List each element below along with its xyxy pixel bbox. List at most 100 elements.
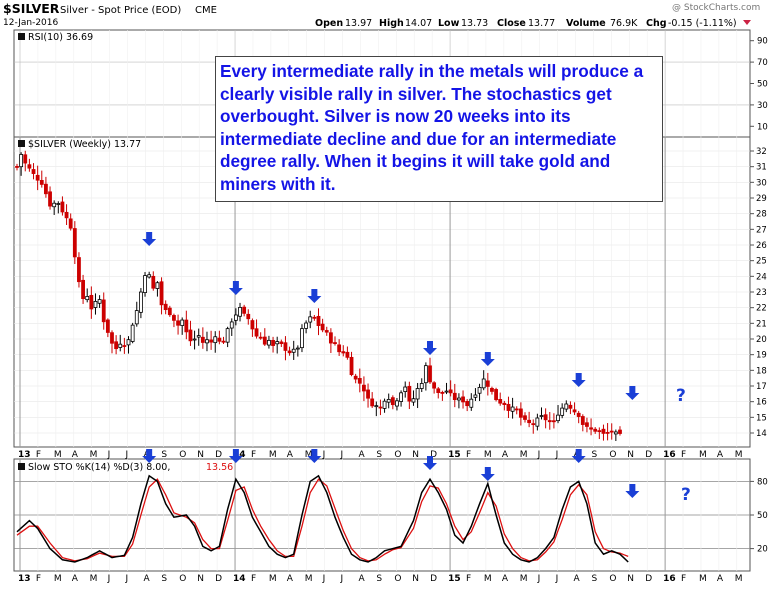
candle-body: [341, 351, 346, 354]
candle-body: [167, 307, 172, 316]
stochastic-k-line: [16, 474, 629, 563]
candle-body: [382, 400, 387, 409]
low-label: Low: [438, 18, 460, 29]
price-x-label: N: [627, 450, 634, 460]
candle-body: [192, 338, 197, 341]
sto-x-label: D: [430, 574, 437, 584]
candle-body: [432, 382, 437, 389]
price-tick-label: 28: [756, 210, 767, 220]
candle-body: [490, 387, 494, 392]
price-x-label: O: [179, 450, 186, 460]
price-tick-label: 23: [756, 288, 767, 298]
sto-x-label: J: [555, 574, 559, 584]
candle-body: [283, 342, 288, 351]
down-arrow-icon: [142, 449, 157, 463]
candle-body: [258, 336, 263, 339]
candle-body: [498, 399, 503, 404]
candle-body: [229, 321, 234, 329]
price-x-label: D: [645, 450, 652, 460]
candle-body: [85, 296, 90, 301]
candle-body: [419, 383, 424, 389]
price-x-label: A: [717, 450, 724, 460]
sto-x-label: F: [466, 574, 471, 584]
sto-x-label: D: [215, 574, 222, 584]
down-arrow-icon: [480, 352, 495, 366]
sto-x-label: N: [197, 574, 204, 584]
candle-body: [105, 319, 110, 333]
candle-body: [510, 406, 515, 412]
symbol-title: $SILVER: [3, 1, 60, 16]
candle-body: [209, 339, 214, 343]
down-arrow-icon: [423, 341, 437, 355]
candle-body: [246, 313, 251, 320]
price-tick-label: 18: [756, 366, 767, 376]
candle-body: [618, 429, 622, 434]
price-x-label: J: [107, 450, 111, 460]
stochastic-lines: [16, 474, 629, 563]
candle-body: [68, 218, 73, 229]
exchange-label: CME: [195, 5, 217, 16]
candle-body: [494, 389, 498, 401]
candle-body: [300, 328, 304, 349]
sto-x-label: J: [537, 574, 541, 584]
candle-body: [134, 310, 139, 325]
price-x-label: M: [699, 450, 707, 460]
price-x-label: J: [322, 450, 326, 460]
sto-tick-label: 50: [757, 511, 768, 521]
annotation-text: Every intermediate rally in the metals w…: [220, 61, 644, 194]
candle-body: [287, 350, 292, 354]
candle-body: [572, 409, 577, 413]
sto-x-label: J: [125, 574, 129, 584]
candle-body: [238, 307, 242, 317]
candle-body: [481, 378, 486, 389]
down-arrow-icon: [625, 484, 640, 498]
price-x-label: 16: [663, 450, 676, 460]
candle-body: [428, 365, 432, 383]
price-tick-label: 21: [756, 319, 767, 329]
candle-body: [399, 392, 403, 402]
volume-label: Volume: [566, 18, 606, 29]
candle-body: [539, 415, 544, 417]
candle-body: [48, 191, 52, 207]
price-tick-label: 30: [756, 178, 767, 188]
sto-x-label: M: [735, 574, 743, 584]
rsi-axis: 90 70 50 30 10: [750, 37, 768, 132]
candle-body: [233, 314, 238, 321]
candle-body: [333, 342, 337, 344]
candle-body: [473, 394, 478, 398]
sto-x-label: F: [681, 574, 686, 584]
candle-body: [605, 432, 610, 434]
price-x-label: 13: [18, 450, 31, 460]
close-label: Close: [497, 18, 526, 29]
candle-body: [15, 166, 19, 168]
price-x-label: A: [502, 450, 509, 460]
price-x-label: M: [269, 450, 277, 460]
candle-body: [411, 398, 416, 403]
price-question-mark: ?: [676, 386, 686, 406]
price-candles: [15, 150, 622, 441]
candle-body: [31, 169, 36, 174]
sto-x-label: A: [72, 574, 79, 584]
price-x-label: M: [54, 450, 62, 460]
candle-body: [188, 329, 193, 342]
sto-x-label: A: [358, 574, 365, 584]
candle-body: [386, 398, 391, 403]
price-x-axis: 13FMAMJJASOND14FMAMJJASOND15FMAMJJASOND1…: [18, 450, 743, 460]
price-x-label: N: [197, 450, 204, 460]
candle-body: [564, 403, 569, 410]
candle-body: [93, 301, 98, 308]
candle-body: [279, 341, 284, 345]
price-tick-label: 26: [756, 241, 767, 251]
candle-body: [110, 332, 114, 344]
candle-body: [291, 348, 296, 353]
candle-body: [362, 384, 366, 392]
down-arrow-icon: [307, 449, 322, 463]
candle-body: [568, 404, 573, 409]
sto-legend: Slow STO %K(14) %D(3) 8.00,: [28, 462, 170, 473]
candle-body: [403, 386, 408, 392]
candle-body: [312, 316, 317, 319]
candle-body: [370, 398, 375, 407]
sto-x-label: O: [609, 574, 616, 584]
candle-body: [159, 281, 164, 306]
candle-body: [147, 274, 152, 278]
